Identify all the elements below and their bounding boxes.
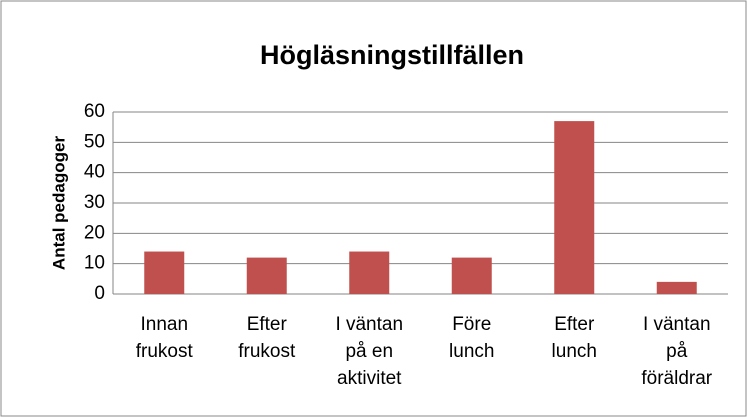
- x-tick-label: Efter frukost: [238, 314, 296, 362]
- chart-title: Högläsningstillfällen: [260, 40, 524, 70]
- bar: [554, 121, 595, 294]
- x-tick-label-box: Innan frukost: [135, 314, 193, 362]
- x-tick-label: Före lunch: [449, 314, 495, 362]
- x-tick-label-box: Efter frukost: [238, 314, 296, 362]
- bar: [656, 281, 697, 294]
- bar: [144, 251, 185, 294]
- x-tick-label: I väntan på föräldrar: [641, 314, 713, 389]
- y-tick-label: 50: [84, 131, 105, 152]
- y-tick-label: 10: [84, 253, 105, 274]
- y-tick-label: 40: [84, 162, 105, 183]
- x-tick-label: Innan frukost: [135, 314, 193, 362]
- x-tick-label: Efter lunch: [551, 314, 597, 362]
- y-tick-label: 60: [84, 101, 105, 122]
- x-tick-label-box: I väntan på en aktivitet: [335, 314, 404, 389]
- bar: [246, 257, 287, 294]
- x-tick-label: I väntan på en aktivitet: [335, 314, 404, 389]
- bar: [349, 251, 390, 294]
- bar: [451, 257, 492, 294]
- y-tick-label: 30: [84, 192, 105, 213]
- x-tick-label-box: Före lunch: [449, 314, 495, 362]
- x-tick-label-box: I väntan på föräldrar: [641, 314, 713, 389]
- y-axis-label: Antal pedagoger: [49, 136, 68, 271]
- x-tick-label-box: Efter lunch: [551, 314, 597, 362]
- y-tick-label: 20: [84, 222, 105, 243]
- y-tick-label: 0: [94, 283, 105, 304]
